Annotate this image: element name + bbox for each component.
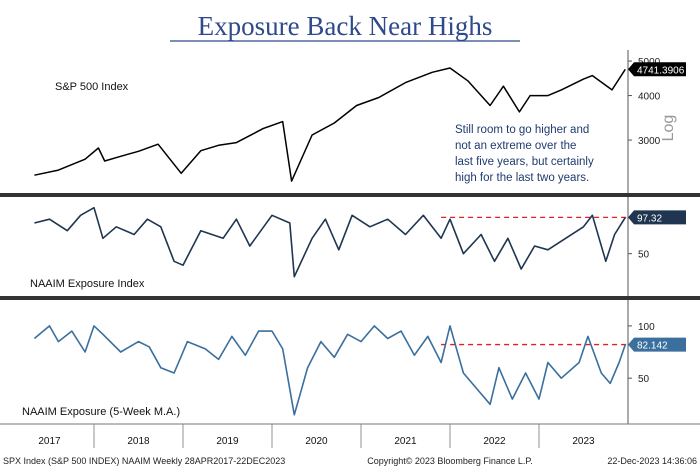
last-value-label: 4741.3906 (637, 65, 685, 76)
y-tick-label: 50 (638, 374, 650, 385)
footer-timestamp: 22-Dec-2023 14:36:06 (607, 456, 697, 466)
panel-label: NAAIM Exposure Index (30, 278, 145, 290)
annotation-text: Still room to go higher and (455, 124, 589, 136)
last-value-label: 82.142 (637, 341, 668, 352)
annotation-text: high for the last two years. (455, 172, 589, 184)
last-value-label: 97.32 (637, 213, 662, 224)
y-tick-label: 100 (638, 322, 655, 333)
x-tick-label: 2023 (572, 436, 595, 447)
x-tick-label: 2017 (38, 436, 61, 447)
panel-label: NAAIM Exposure (5-Week M.A.) (22, 406, 180, 418)
series-line (34, 67, 626, 182)
page-title: Exposure Back Near Highs (198, 11, 493, 41)
panel-divider (0, 296, 700, 300)
x-tick-label: 2020 (305, 436, 328, 447)
last-value-badge (628, 62, 686, 77)
x-tick-label: 2022 (483, 436, 506, 447)
x-tick-label: 2021 (394, 436, 417, 447)
last-value-badge (628, 210, 686, 225)
annotation-text: last five years, but certainly (455, 156, 594, 168)
footer-copyright: Copyright© 2023 Bloomberg Finance L.P. (367, 456, 533, 466)
y-tick-label: 50 (638, 250, 650, 261)
y-tick-label: 3000 (638, 136, 661, 147)
footer-source: SPX Index (S&P 500 INDEX) NAAIM Weekly 2… (3, 456, 285, 466)
panel-label: S&P 500 Index (55, 81, 129, 93)
x-tick-label: 2018 (127, 436, 150, 447)
series-line (34, 206, 626, 278)
log-scale-label: Log (660, 115, 677, 142)
y-tick-label: 4000 (638, 92, 661, 103)
x-tick-label: 2019 (216, 436, 239, 447)
panel-divider (0, 193, 700, 197)
series-line (33, 325, 627, 416)
last-value-badge (628, 337, 686, 352)
annotation-text: not an extreme over the (455, 140, 576, 152)
